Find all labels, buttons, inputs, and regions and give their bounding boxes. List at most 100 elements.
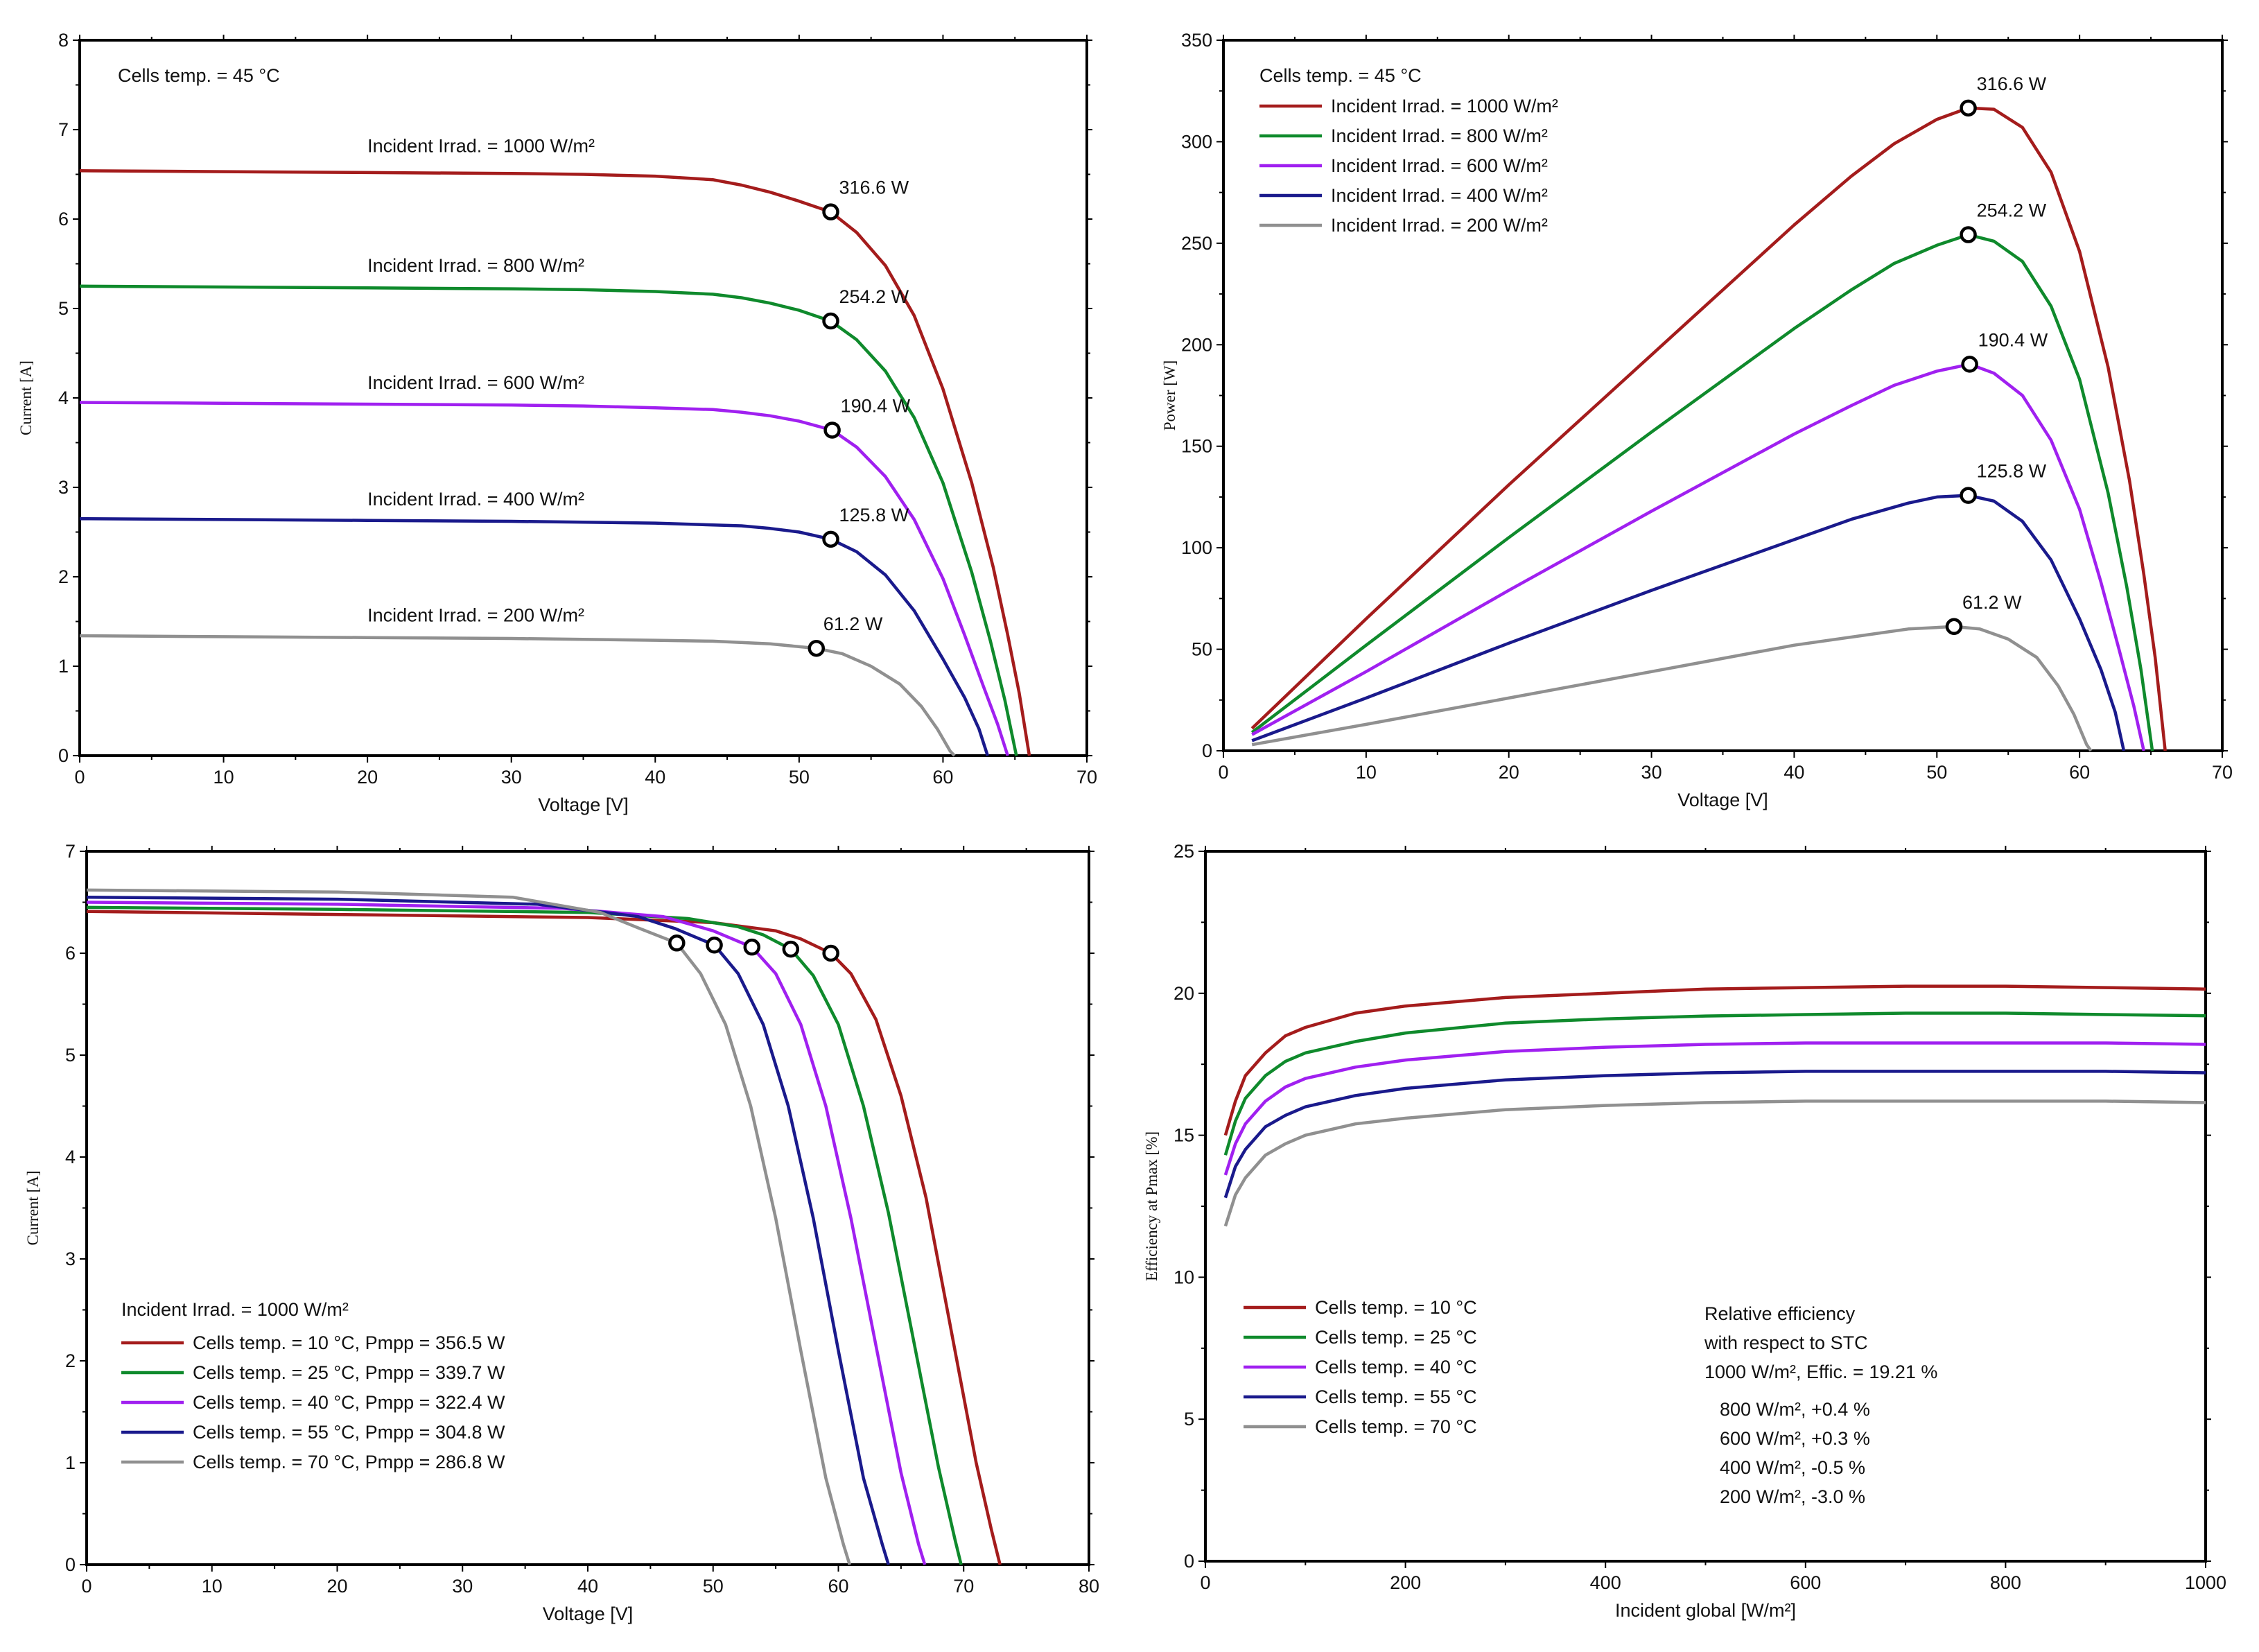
x-tick-label: 80 <box>1079 1576 1099 1597</box>
x-tick-label: 30 <box>1641 762 1662 783</box>
plot-frame <box>1204 850 2207 1563</box>
curve-label: Incident Irrad. = 200 W/m² <box>367 605 584 626</box>
series-line-3 <box>79 401 1009 756</box>
series-line-4 <box>1223 1070 2206 1199</box>
relative-efficiency-row: 600 W/m², +0.3 % <box>1720 1428 1870 1449</box>
relative-efficiency-heading: 1000 W/m², Effic. = 19.21 % <box>1704 1362 1937 1382</box>
mpp-marker <box>1961 356 1978 373</box>
y-tick-label: 4 <box>65 1147 76 1167</box>
legend-label: Incident Irrad. = 400 W/m² <box>1331 185 1548 206</box>
x-tick-label: 50 <box>1926 762 1947 783</box>
curve-label: Incident Irrad. = 400 W/m² <box>367 489 584 510</box>
x-tick-label: 40 <box>577 1576 598 1597</box>
series-line-5 <box>1251 625 2093 752</box>
x-tick-label: 30 <box>452 1576 473 1597</box>
curve-label: Incident Irrad. = 800 W/m² <box>367 255 584 276</box>
legend-label: Cells temp. = 55 °C <box>1315 1386 1477 1407</box>
y-tick-label: 20 <box>1174 983 1194 1004</box>
y-tick-label: 6 <box>65 943 76 964</box>
mpp-marker <box>1960 226 1977 243</box>
x-tick-label: 10 <box>213 767 234 788</box>
y-tick-label: 2 <box>58 566 69 587</box>
legend-label: Cells temp. = 25 °C <box>1315 1327 1477 1348</box>
y-tick-label: 0 <box>65 1554 76 1575</box>
mpp-marker <box>1960 487 1977 504</box>
series-line-4 <box>1251 494 2126 751</box>
y-tick-label: 350 <box>1181 30 1212 51</box>
x-tick-label: 40 <box>1783 762 1804 783</box>
y-tick-label: 100 <box>1181 537 1212 558</box>
x-tick-label: 800 <box>1990 1572 2021 1593</box>
series-line-3 <box>1223 1041 2206 1176</box>
y-axis-title: Current [A] <box>17 360 35 435</box>
mpp-marker <box>822 530 839 548</box>
mpp-label: 61.2 W <box>823 614 883 634</box>
x-tick-label: 0 <box>1218 762 1228 783</box>
y-tick-label: 250 <box>1181 233 1212 254</box>
y-tick-label: 6 <box>58 209 69 229</box>
x-tick-label: 50 <box>789 767 810 788</box>
x-tick-label: 400 <box>1590 1572 1621 1593</box>
y-tick-label: 50 <box>1192 639 1212 660</box>
legend-label: Incident Irrad. = 1000 W/m² <box>1331 96 1558 116</box>
mpp-marker <box>668 934 686 952</box>
x-tick-label: 60 <box>2069 762 2090 783</box>
plot-frame <box>1222 39 2224 752</box>
mpp-label: 316.6 W <box>839 177 909 198</box>
x-tick-label: 60 <box>932 767 953 788</box>
y-tick-label: 10 <box>1174 1267 1194 1287</box>
series-line-4 <box>86 895 890 1565</box>
legend-label: Cells temp. = 40 °C, Pmpp = 322.4 W <box>193 1392 505 1413</box>
x-tick-label: 70 <box>1076 767 1097 788</box>
y-tick-label: 2 <box>65 1350 76 1371</box>
y-tick-label: 1 <box>58 656 69 677</box>
legend-label: Incident Irrad. = 200 W/m² <box>1331 215 1548 236</box>
legend-label: Incident Irrad. = 600 W/m² <box>1331 155 1548 176</box>
relative-efficiency-row: 400 W/m², -0.5 % <box>1720 1457 1865 1478</box>
chart-pv-irradiance: 0 10 20 30 40 50 60 70 0 50 100 150 200 250 300 350 Volt… <box>1161 30 2233 810</box>
mpp-label: 254.2 W <box>1977 200 2047 221</box>
mpp-marker <box>782 940 800 958</box>
series-line-5 <box>79 634 956 757</box>
mpp-label: 125.8 W <box>1977 461 2047 482</box>
y-tick-label: 0 <box>1202 740 1212 761</box>
relative-efficiency-row: 800 W/m², +0.4 % <box>1720 1399 1870 1420</box>
y-axis-title: Efficiency at Pmax [%] <box>1143 1131 1160 1281</box>
curve-label: Incident Irrad. = 600 W/m² <box>367 372 584 393</box>
mpp-label: 316.6 W <box>1977 73 2047 94</box>
relative-efficiency-heading: with respect to STC <box>1704 1332 1868 1353</box>
legend-label: Cells temp. = 70 °C <box>1315 1416 1477 1437</box>
chart-efficiency-vs-irradiance: 0 200 400 600 800 1000 0 5 10 15 20 25 Incident glob… <box>1143 841 2226 1621</box>
mpp-marker <box>822 312 839 330</box>
y-tick-label: 200 <box>1181 334 1212 355</box>
temperature-note: Cells temp. = 45 °C <box>1259 65 1422 86</box>
legend-label: Cells temp. = 70 °C, Pmpp = 286.8 W <box>193 1452 505 1472</box>
y-tick-label: 3 <box>58 477 69 498</box>
mpp-label: 61.2 W <box>1962 592 2022 613</box>
series-line-3 <box>1251 363 2145 751</box>
relative-efficiency-heading: Relative efficiency <box>1704 1303 1856 1324</box>
mpp-marker <box>822 203 839 220</box>
x-tick-label: 10 <box>1356 762 1377 783</box>
x-axis-title: Incident global [W/m²] <box>1615 1600 1796 1621</box>
y-tick-label: 0 <box>58 745 69 766</box>
x-tick-label: 20 <box>1499 762 1519 783</box>
y-tick-label: 150 <box>1181 436 1212 457</box>
mpp-label: 125.8 W <box>839 505 909 525</box>
legend-label: Cells temp. = 40 °C <box>1315 1357 1477 1377</box>
chart-iv-temperature: 0 10 20 30 40 50 60 70 80 0 1 2 3 4 5 6 7 Voltage [V] Curr… <box>24 841 1099 1624</box>
legend-label: Cells temp. = 10 °C, Pmpp = 356.5 W <box>193 1332 505 1353</box>
mpp-label: 190.4 W <box>1978 329 2048 350</box>
y-tick-label: 0 <box>1184 1551 1194 1572</box>
x-axis-title: Voltage [V] <box>1677 790 1768 810</box>
x-tick-label: 20 <box>326 1576 347 1597</box>
temperature-note: Cells temp. = 45 °C <box>118 65 280 86</box>
y-tick-label: 5 <box>65 1045 76 1066</box>
y-tick-label: 5 <box>1184 1409 1194 1429</box>
series-line-5 <box>86 888 851 1565</box>
x-axis-title: Voltage [V] <box>538 794 629 815</box>
curve-label: Incident Irrad. = 1000 W/m² <box>367 135 595 156</box>
series-line-1 <box>1223 984 2206 1136</box>
series-line-2 <box>79 284 1018 756</box>
